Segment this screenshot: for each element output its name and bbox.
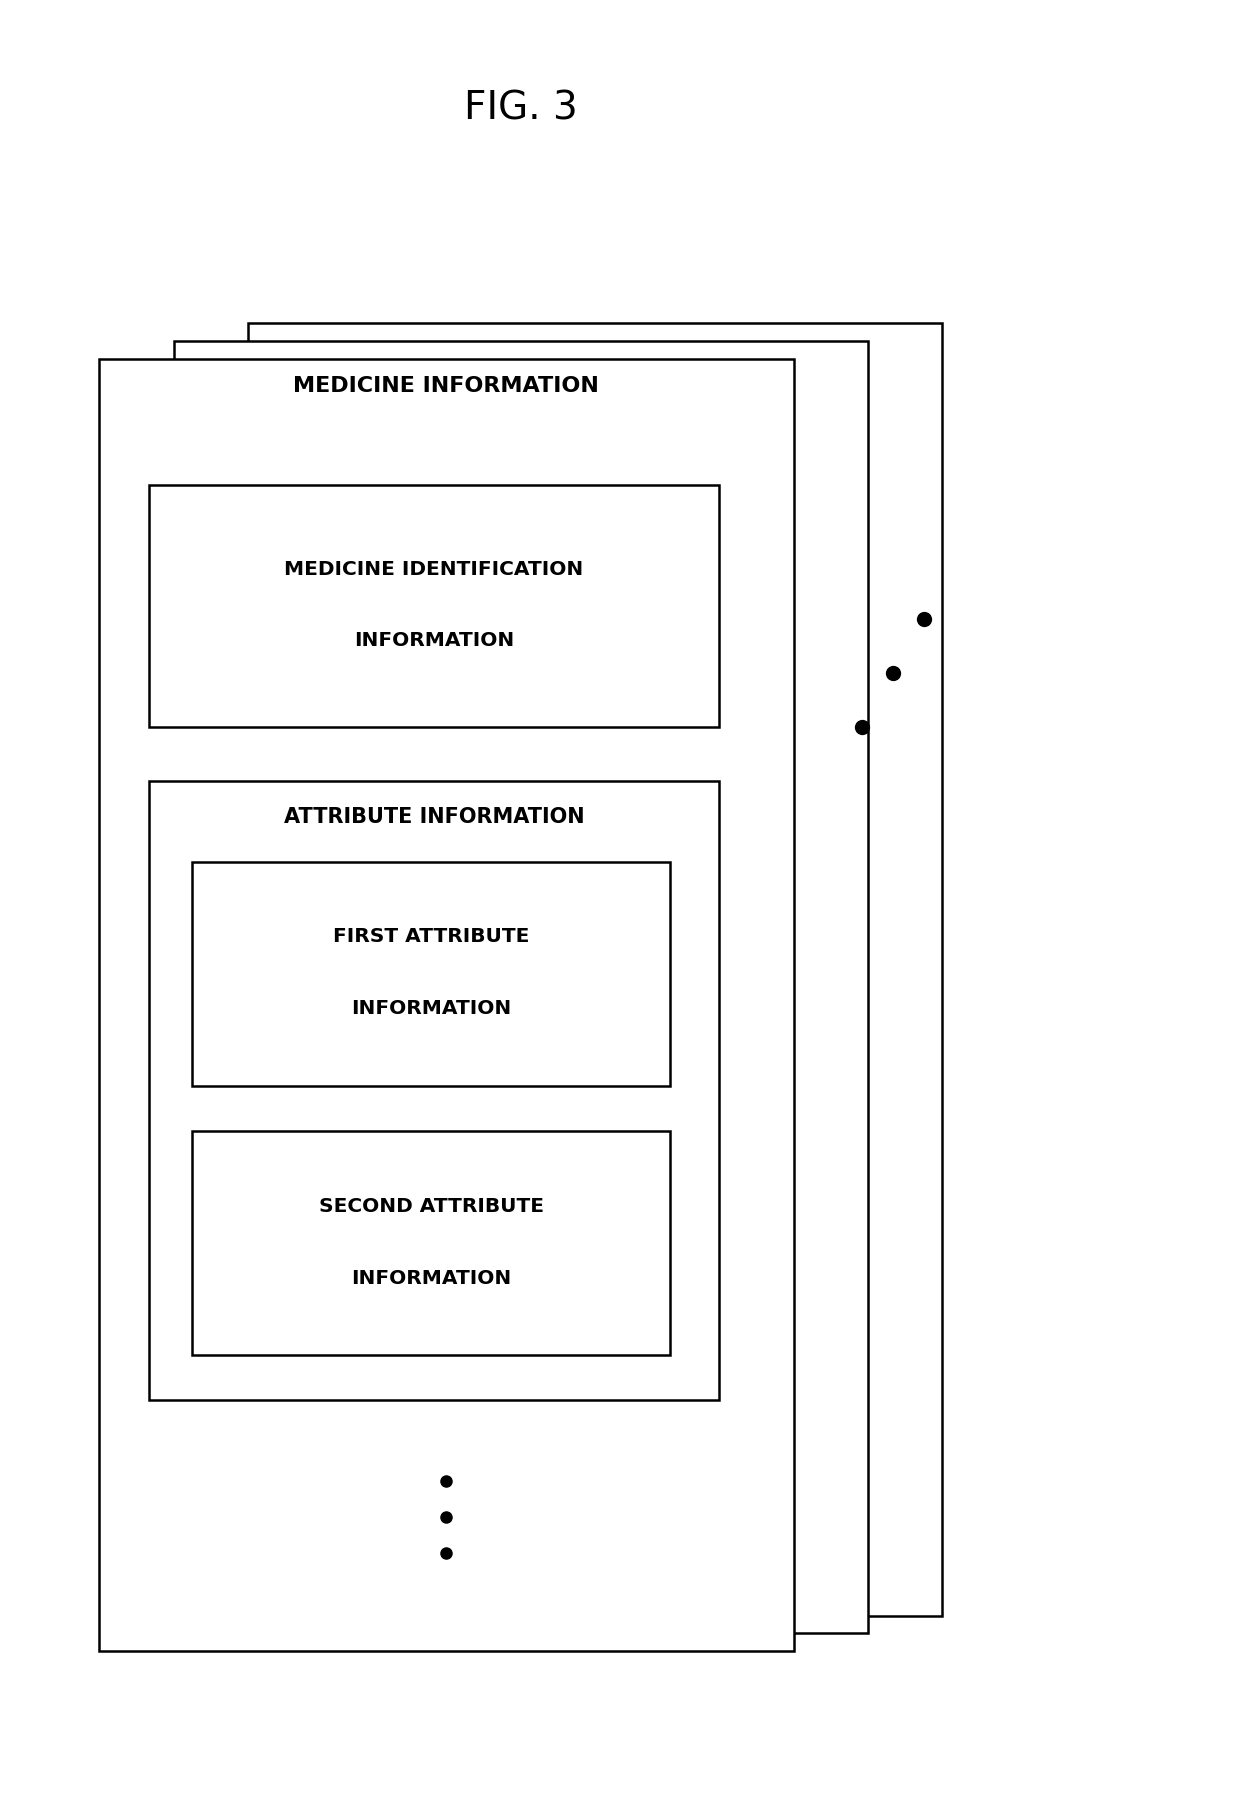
Bar bbox=[174, 341, 868, 1633]
Bar bbox=[149, 781, 719, 1400]
Bar bbox=[192, 862, 670, 1086]
Bar bbox=[149, 485, 719, 727]
Text: FIG. 3: FIG. 3 bbox=[464, 90, 578, 127]
Bar bbox=[99, 359, 794, 1651]
Text: INFORMATION: INFORMATION bbox=[351, 1000, 512, 1018]
Text: MEDICINE INFORMATION: MEDICINE INFORMATION bbox=[294, 375, 599, 397]
Text: SECOND ATTRIBUTE: SECOND ATTRIBUTE bbox=[319, 1197, 544, 1215]
Bar bbox=[192, 1131, 670, 1355]
Bar bbox=[248, 323, 942, 1615]
Text: ATTRIBUTE INFORMATION: ATTRIBUTE INFORMATION bbox=[284, 806, 584, 827]
Text: FIRST ATTRIBUTE: FIRST ATTRIBUTE bbox=[334, 928, 529, 946]
Text: INFORMATION: INFORMATION bbox=[351, 1269, 512, 1287]
Text: INFORMATION: INFORMATION bbox=[353, 632, 515, 650]
Text: MEDICINE IDENTIFICATION: MEDICINE IDENTIFICATION bbox=[284, 560, 584, 578]
